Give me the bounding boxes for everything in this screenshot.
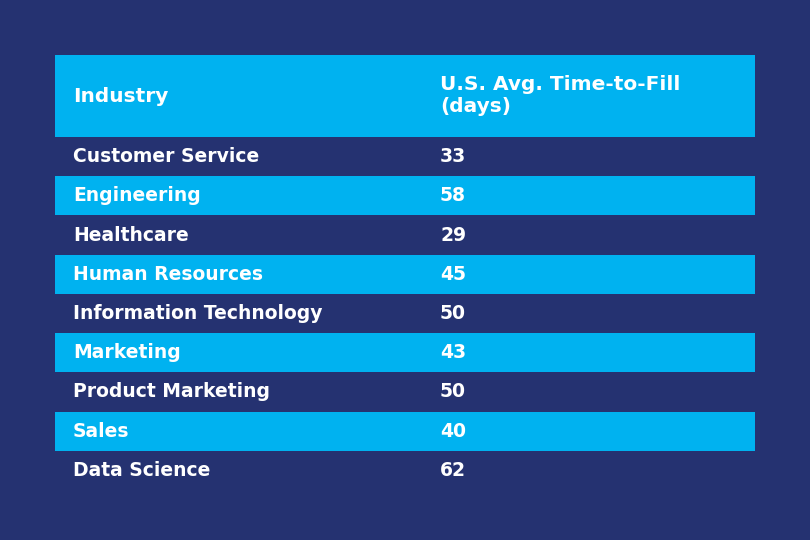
Text: Information Technology: Information Technology — [73, 304, 322, 323]
Text: 50: 50 — [440, 304, 466, 323]
Text: 50: 50 — [440, 382, 466, 401]
Text: Marketing: Marketing — [73, 343, 181, 362]
Text: 62: 62 — [440, 461, 466, 480]
Text: 29: 29 — [440, 226, 466, 245]
Text: U.S. Avg. Time-to-Fill
(days): U.S. Avg. Time-to-Fill (days) — [440, 76, 680, 117]
Text: 45: 45 — [440, 265, 466, 284]
Text: Product Marketing: Product Marketing — [73, 382, 270, 401]
Text: Engineering: Engineering — [73, 186, 201, 205]
Text: Human Resources: Human Resources — [73, 265, 263, 284]
Text: Sales: Sales — [73, 422, 130, 441]
Bar — [55, 411, 755, 451]
Bar — [55, 55, 755, 137]
Bar — [55, 176, 755, 215]
Text: Customer Service: Customer Service — [73, 147, 259, 166]
Text: Industry: Industry — [73, 86, 168, 105]
Bar — [55, 333, 755, 373]
Text: Healthcare: Healthcare — [73, 226, 189, 245]
Bar — [55, 255, 755, 294]
Text: 43: 43 — [440, 343, 466, 362]
Text: 58: 58 — [440, 186, 466, 205]
Text: 33: 33 — [440, 147, 467, 166]
Text: Data Science: Data Science — [73, 461, 211, 480]
Text: 40: 40 — [440, 422, 466, 441]
